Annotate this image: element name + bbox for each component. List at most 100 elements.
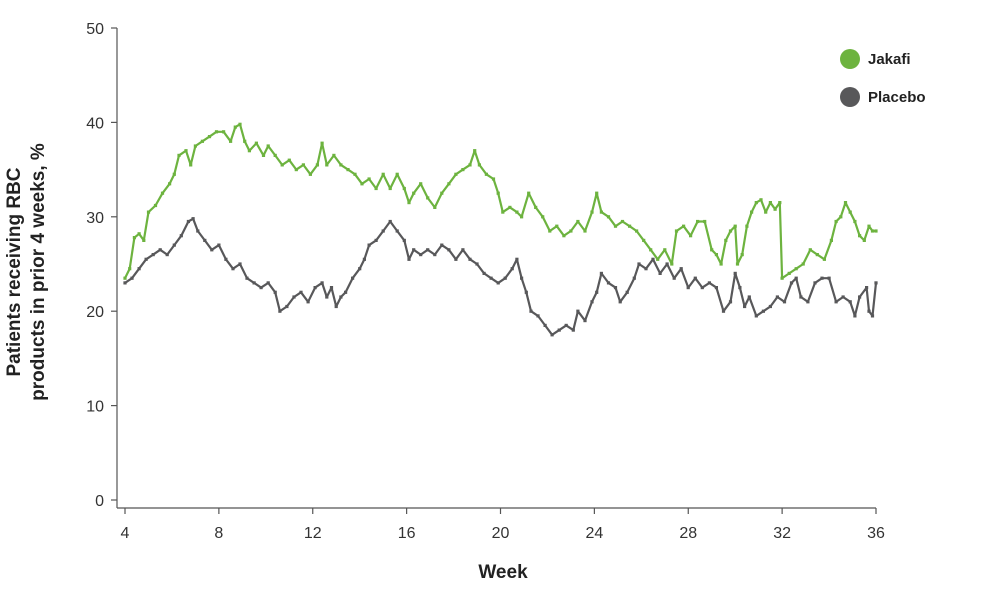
data-point-placebo [799,295,803,299]
data-point-jakafi [548,229,552,233]
data-point-jakafi [724,238,728,242]
data-point-jakafi [642,238,646,242]
data-point-jakafi [407,201,411,205]
y-axis-title-line-1: Patients receiving RBC [4,167,25,376]
data-point-jakafi [764,210,768,214]
data-point-placebo [489,276,493,280]
data-point-jakafi [787,271,791,275]
data-point-placebo [362,257,366,261]
data-point-jakafi [146,210,151,214]
x-tick-label: 16 [398,525,416,542]
x-tick-label: 32 [773,525,791,542]
data-point-jakafi [733,224,737,228]
data-point-jakafi [735,262,740,266]
data-point-placebo [700,286,704,290]
data-point-jakafi [613,224,618,228]
data-point-jakafi [168,182,172,186]
data-point-placebo [186,219,190,224]
y-tick-label: 0 [95,493,104,510]
data-point-placebo [510,267,514,271]
data-point-jakafi [728,229,733,233]
data-point-placebo [402,238,406,242]
data-point-jakafi [473,149,477,153]
data-point-placebo [738,286,742,290]
data-point-placebo [754,314,758,318]
data-point-placebo [651,257,655,261]
series-line-jakafi [124,123,876,280]
data-point-placebo [313,286,317,290]
data-point-jakafi [590,210,594,214]
data-point-placebo [747,295,751,299]
data-point-placebo [665,262,669,266]
data-point-jakafi [315,163,319,167]
data-point-placebo [858,295,862,299]
data-point-jakafi [477,163,481,167]
data-point-jakafi [740,253,744,257]
data-point-placebo [865,286,869,290]
data-point-placebo [529,309,533,313]
data-point-jakafi [325,163,329,167]
data-point-placebo [426,248,430,252]
data-point-jakafi [628,224,632,228]
data-point-placebo [454,257,458,261]
data-point-placebo [595,290,599,294]
data-point-placebo [461,248,465,252]
data-point-jakafi [332,153,336,157]
data-point-placebo [686,286,690,290]
data-point-jakafi [834,219,838,224]
data-point-jakafi [287,158,291,162]
data-point-placebo [834,300,838,304]
data-point-placebo [179,234,183,238]
data-point-placebo [339,295,343,299]
data-point-jakafi [426,196,430,200]
x-tick-label: 12 [304,525,322,542]
data-point-placebo [721,309,726,313]
data-point-jakafi [261,153,266,157]
x-tick-label: 24 [585,525,603,542]
data-point-jakafi [808,248,812,252]
data-point-jakafi [360,182,364,186]
data-point-jakafi [189,163,193,167]
legend-marker-jakafi [840,49,860,69]
data-point-placebo [761,309,765,313]
data-point-placebo [571,328,575,332]
data-point-placebo [503,276,507,280]
data-point-placebo [231,267,235,271]
y-tick-label: 40 [86,115,104,132]
data-point-jakafi [867,224,871,228]
data-point-jakafi [468,163,472,167]
data-point-jakafi [754,201,758,205]
data-point-placebo [775,295,779,299]
data-point-jakafi [193,144,197,148]
data-point-jakafi [663,248,667,252]
data-point-jakafi [461,168,465,172]
data-point-jakafi [682,224,686,228]
data-point-jakafi [527,191,531,195]
data-point-jakafi [773,207,777,211]
data-point-jakafi [320,141,324,145]
data-point-placebo [599,271,603,275]
data-point-jakafi [759,198,763,202]
data-point-jakafi [635,229,639,233]
data-point-placebo [123,281,127,285]
data-point-placebo [550,333,554,337]
y-tick-label: 30 [86,210,104,227]
data-point-jakafi [520,215,524,219]
data-point-placebo [728,300,733,304]
data-point-placebo [707,281,711,285]
data-point-placebo [306,300,310,304]
data-point-placebo [564,323,568,327]
x-tick-label: 8 [214,525,223,542]
data-point-placebo [273,290,277,294]
data-point-placebo [381,229,385,233]
legend-label-placebo: Placebo [868,89,926,106]
data-point-placebo [358,267,362,271]
data-point-jakafi [576,219,580,224]
data-point-jakafi [801,262,805,266]
data-point-placebo [191,217,195,221]
data-point-jakafi [674,229,679,233]
x-tick-label: 36 [867,525,885,542]
data-point-jakafi [402,186,406,191]
data-point-placebo [419,253,423,257]
